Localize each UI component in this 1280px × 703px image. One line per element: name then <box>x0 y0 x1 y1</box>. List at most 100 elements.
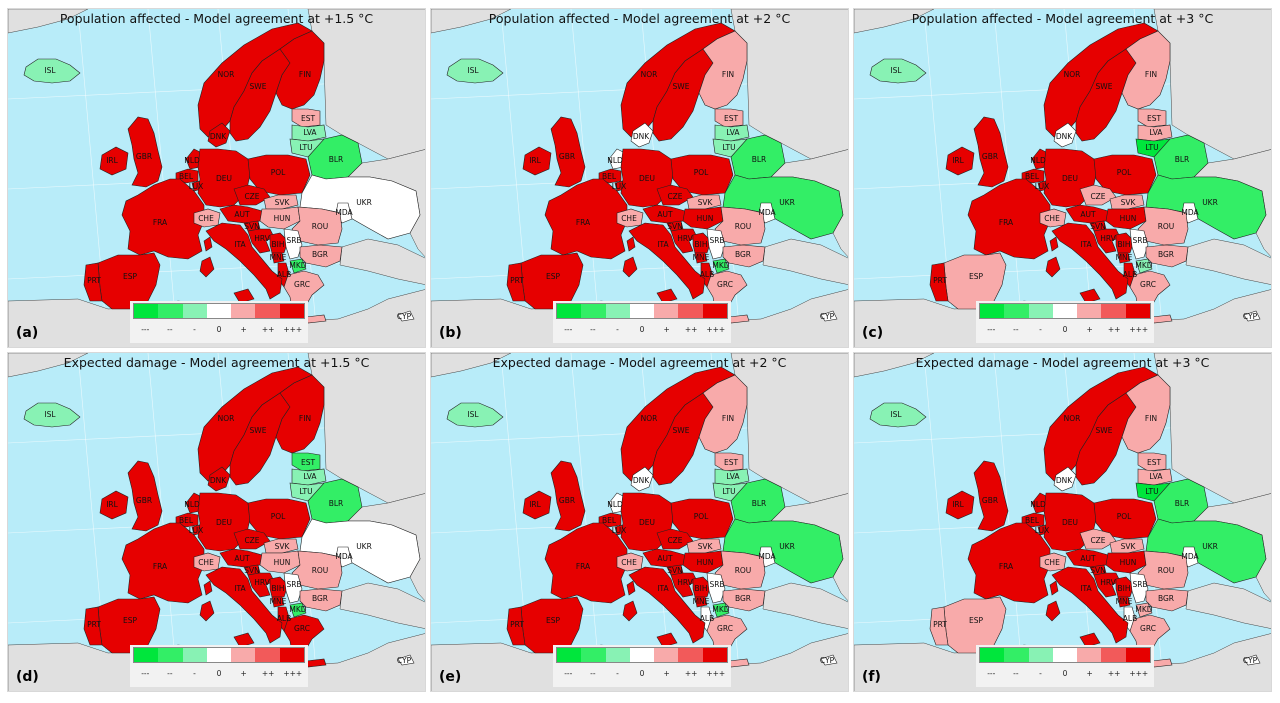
country-label-mda: MDA <box>758 208 776 217</box>
country-label-bgr: BGR <box>735 250 751 259</box>
legend-tick: -- <box>167 325 173 334</box>
country-label-lva: LVA <box>303 472 317 481</box>
country-label-aut: AUT <box>234 554 250 563</box>
country-label-mkd: MKD <box>712 605 729 614</box>
country-label-isl: ISL <box>44 66 56 75</box>
country-est <box>291 108 321 128</box>
graticule-line <box>570 353 602 691</box>
country-gbr <box>973 460 1009 532</box>
legend-tick: +++ <box>1129 669 1149 678</box>
country-prt <box>929 606 949 646</box>
country-bih <box>269 576 289 598</box>
country-label-nor: NOR <box>641 414 658 423</box>
country-label-pol: POL <box>1117 512 1132 521</box>
legend-tick: --- <box>987 669 996 678</box>
country-label-swe: SWE <box>673 426 690 435</box>
map-panel-b: ISL NOR SWE FIN EST LVA LTU BLR DNK GBR IRL NLD BEL L… <box>430 8 849 348</box>
country-label-swe: SWE <box>1096 82 1113 91</box>
country-label-deu: DEU <box>1062 518 1078 527</box>
country-label-hun: HUN <box>1120 214 1137 223</box>
legend-tick: ++ <box>1107 325 1121 334</box>
country-irl <box>945 490 975 520</box>
country-label-bgr: BGR <box>1158 250 1174 259</box>
country-label-bel: BEL <box>179 516 194 525</box>
country-bih <box>1115 232 1135 254</box>
country-label-lva: LVA <box>1149 472 1163 481</box>
country-prt <box>83 606 103 646</box>
country-label-pol: POL <box>271 168 286 177</box>
map-panel-f: ISL NOR SWE FIN EST LVA LTU BLR DNK GBR IRL NLD BEL L… <box>853 352 1272 692</box>
legend-swatch <box>134 648 159 662</box>
country-irl <box>522 490 552 520</box>
legend-tick: 0 <box>639 325 645 334</box>
island-sar <box>199 600 215 622</box>
country-label-cyp: CYP <box>1243 312 1258 321</box>
country-label-dnk: DNK <box>210 132 227 141</box>
country-label-mda: MDA <box>335 208 353 217</box>
country-grc <box>283 270 325 310</box>
island-cor <box>626 580 636 596</box>
country-label-hrv: HRV <box>1100 578 1116 587</box>
country-label-fra: FRA <box>576 562 591 571</box>
country-label-lux: LUX <box>612 182 626 191</box>
country-label-fin: FIN <box>722 414 734 423</box>
country-label-ukr: UKR <box>356 542 372 551</box>
country-srb <box>1129 572 1149 604</box>
country-label-rou: ROU <box>1158 222 1175 231</box>
country-fra <box>121 522 205 604</box>
country-label-esp: ESP <box>969 616 983 625</box>
country-label-prt: PRT <box>510 276 524 285</box>
country-label-rou: ROU <box>312 566 329 575</box>
island-cor <box>203 236 213 252</box>
country-fin <box>1121 374 1171 454</box>
country-fra <box>967 522 1051 604</box>
legend-ticks: --- -- - 0 + ++ +++ <box>133 325 305 334</box>
country-label-bih: BIH <box>695 240 708 249</box>
island-sic <box>233 288 255 304</box>
country-label-gbr: GBR <box>982 152 998 161</box>
island-sic <box>656 632 678 648</box>
non-study-land <box>8 353 89 378</box>
country-cyp <box>397 654 415 666</box>
island-cor <box>626 236 636 252</box>
legend-swatch <box>158 304 183 318</box>
legend-tick: ++ <box>684 669 698 678</box>
country-fin <box>275 30 325 110</box>
non-study-land <box>339 238 425 285</box>
country-label-ltu: LTU <box>722 487 735 496</box>
country-rou <box>291 206 343 246</box>
country-label-bih: BIH <box>1118 240 1131 249</box>
legend-tick: ++ <box>1107 669 1121 678</box>
country-pol <box>1093 154 1157 196</box>
country-label-cze: CZE <box>667 536 682 545</box>
country-pol <box>670 498 734 540</box>
country-grc <box>706 270 748 310</box>
europe-map: ISL NOR SWE FIN EST LVA LTU BLR DNK GBR IRL NLD BELL… <box>854 353 1271 691</box>
country-label-hun: HUN <box>697 214 714 223</box>
country-mkd <box>712 602 730 618</box>
country-label-nor: NOR <box>218 70 235 79</box>
legend-swatch <box>279 648 304 662</box>
legend-swatch <box>605 304 630 318</box>
country-label-nld: NLD <box>607 156 623 165</box>
country-label-ukr: UKR <box>1202 542 1218 551</box>
country-label-bih: BIH <box>272 584 285 593</box>
panel-letter: (c) <box>862 325 884 341</box>
legend-swatch <box>1077 648 1102 662</box>
graticule-line <box>570 9 602 347</box>
country-hun <box>259 206 301 230</box>
legend-swatch <box>1125 304 1150 318</box>
legend-tick: - <box>1039 325 1042 334</box>
country-gbr <box>550 460 586 532</box>
country-irl <box>99 490 129 520</box>
country-isl <box>869 402 927 428</box>
country-label-bgr: BGR <box>735 594 751 603</box>
country-label-svn: SVN <box>667 222 683 231</box>
country-label-cze: CZE <box>244 192 259 201</box>
non-study-land <box>431 353 512 378</box>
country-grc <box>283 614 325 654</box>
country-label-cyp: CYP <box>820 312 835 321</box>
country-label-nor: NOR <box>641 70 658 79</box>
country-rou <box>714 550 766 590</box>
color-legend: --- -- - 0 + ++ +++ <box>553 645 731 687</box>
